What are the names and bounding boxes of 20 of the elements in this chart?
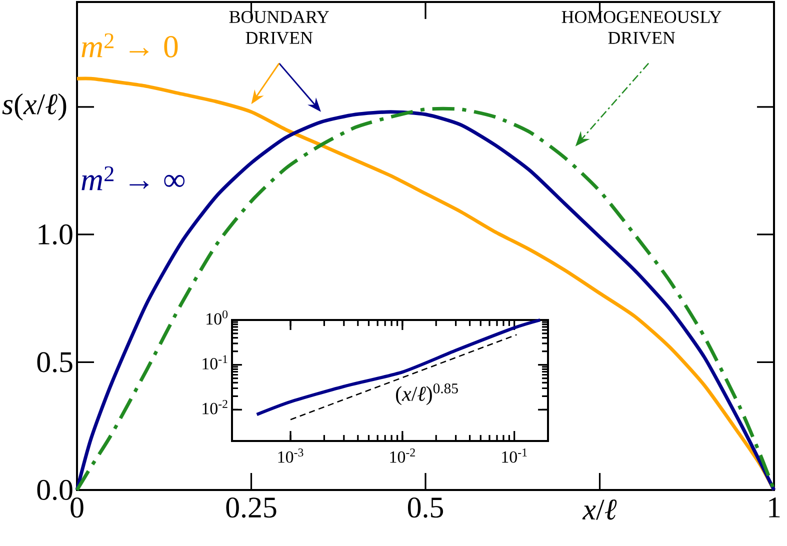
y-tick-label: 10$^{-1}$	[202, 355, 228, 370]
x-axis-title: x/ℓ	[582, 500, 617, 520]
series-label: m$^{2}$ → 0	[82, 33, 178, 58]
y-tick-label: 10$^{0}$	[206, 310, 228, 325]
y-tick-label: 1.0	[38, 224, 72, 245]
y-axis-title: s(x/ℓ)	[2, 93, 66, 120]
x-tick-label: 1	[769, 498, 780, 518]
x-tick-label: 0	[70, 498, 84, 518]
x-tick-label: 0.25	[226, 498, 276, 518]
annotation: HOMOGENEOUSLY DRIVEN	[562, 11, 722, 44]
x-tick-label: 0.5	[408, 498, 444, 518]
x-tick-label: 10$^{-3}$	[278, 448, 304, 463]
x-tick-label: 10$^{-1}$	[502, 448, 527, 463]
x-tick-label: 10$^{-2}$	[390, 448, 415, 463]
annotation: BOUNDARY DRIVEN	[229, 11, 329, 44]
y-tick-label: 0.0	[37, 480, 72, 500]
series-label: m$^{2}$ → ∞	[82, 166, 185, 190]
y-tick-label: 0.5	[37, 352, 72, 372]
y-tick-label: 10$^{-2}$	[202, 400, 228, 414]
series-label: (x/ℓ)$^{0.85}$	[396, 383, 458, 406]
